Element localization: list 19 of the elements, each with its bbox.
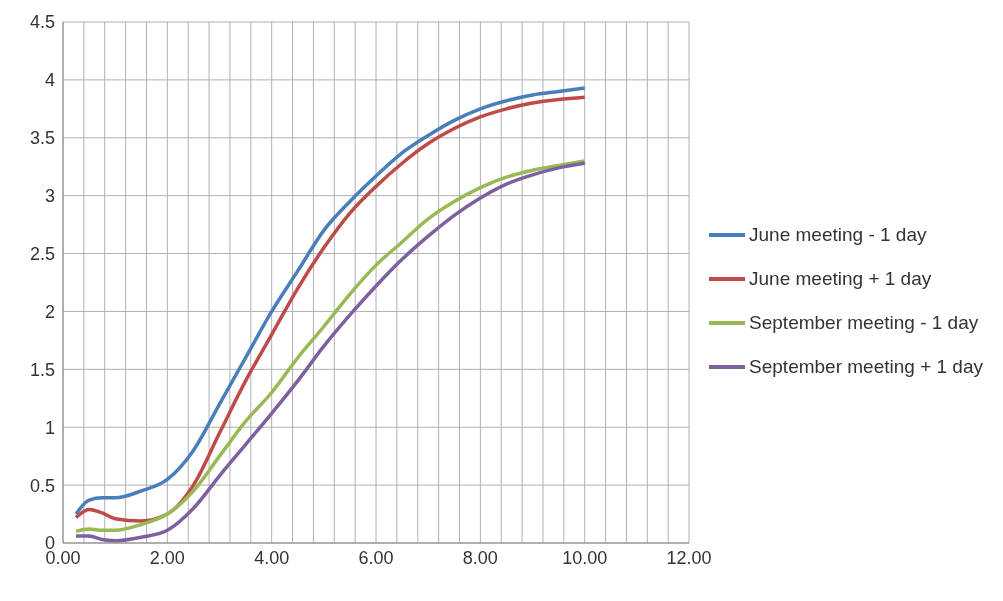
x-tick-label: 8.00 <box>462 547 498 568</box>
y-tick-label: 4.5 <box>29 12 55 33</box>
y-tick-label: 3.5 <box>29 128 55 149</box>
legend-label: June meeting - 1 day <box>749 223 927 246</box>
y-tick-label: 0.5 <box>29 475 55 496</box>
y-tick-label: 3 <box>44 186 55 207</box>
legend-label: June meeting + 1 day <box>749 267 932 290</box>
y-tick-label: 2 <box>44 301 55 322</box>
x-tick-label: 6.00 <box>358 547 394 568</box>
x-tick-label: 2.00 <box>149 547 185 568</box>
y-tick-label: 1.5 <box>29 359 55 380</box>
legend-label: September meeting - 1 day <box>749 311 979 334</box>
x-tick-label: 4.00 <box>254 547 290 568</box>
legend-label: September meeting + 1 day <box>749 355 983 378</box>
y-tick-label: 2.5 <box>29 243 55 264</box>
x-tick-label: 12.00 <box>666 547 712 568</box>
x-tick-label: 10.00 <box>562 547 608 568</box>
y-tick-label: 4 <box>44 70 55 91</box>
y-tick-label: 1 <box>44 417 55 438</box>
